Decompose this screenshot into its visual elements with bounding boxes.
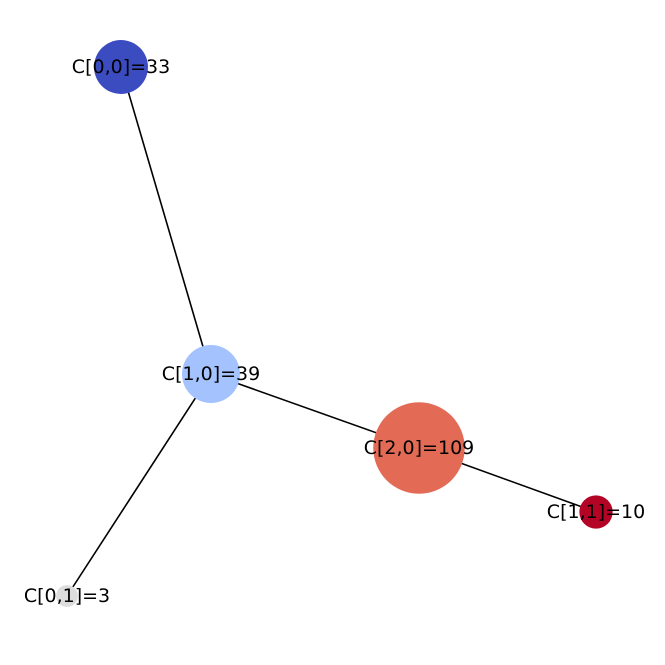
edge-c10-c01 <box>66 373 212 597</box>
node-label-c10: C[1,0]=39 <box>162 363 260 385</box>
node-c10 <box>182 345 240 403</box>
node-c11 <box>579 495 613 529</box>
node-label-c01: C[0,1]=3 <box>24 585 110 607</box>
edges-layer <box>66 66 597 597</box>
nodes-layer <box>56 40 613 607</box>
node-label-c11: C[1,1]=10 <box>547 501 645 523</box>
node-c00 <box>94 40 148 94</box>
edge-c00-c10 <box>120 66 212 375</box>
labels-layer: C[0,0]=33 C[1,0]=39 C[2,0]=109 C[1,1]=10… <box>24 56 645 607</box>
node-label-c20: C[2,0]=109 <box>364 437 475 459</box>
node-label-c00: C[0,0]=33 <box>72 56 170 78</box>
node-c20 <box>373 402 465 494</box>
node-c01 <box>56 585 78 607</box>
